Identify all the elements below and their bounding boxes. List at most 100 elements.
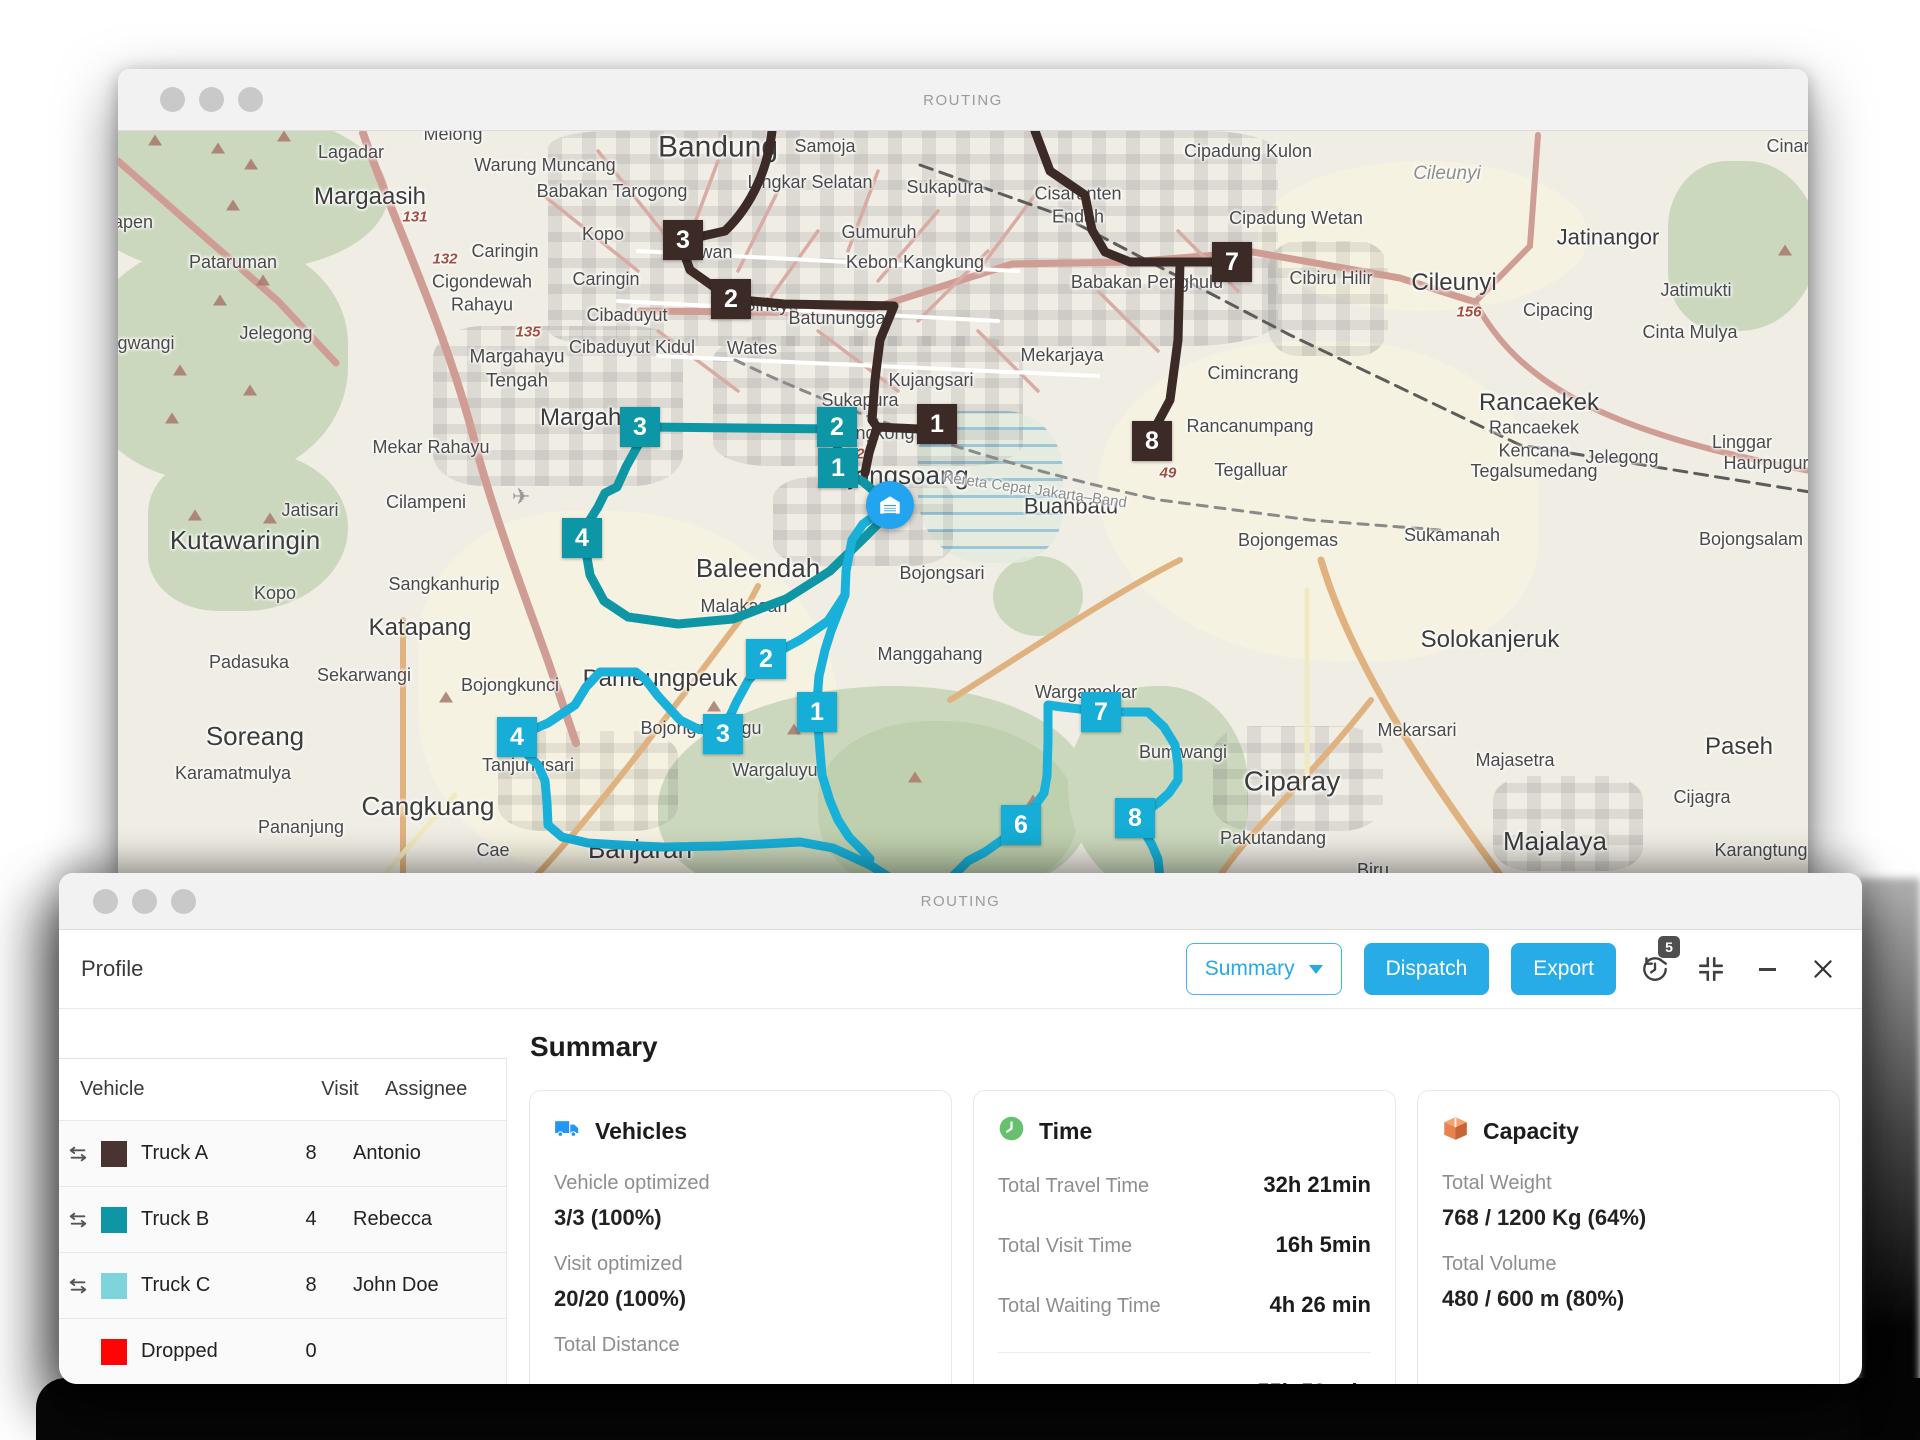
routing-panel-window: ROUTING Profile Summary Dispatch Export … — [59, 873, 1862, 1384]
visit-marker-C-7[interactable]: 7 — [1081, 692, 1121, 732]
visit-marker-B-2[interactable]: 2 — [817, 407, 857, 447]
traffic-light-close[interactable] — [160, 87, 185, 112]
vehicle-color-swatch — [101, 1338, 127, 1365]
export-button[interactable]: Export — [1511, 943, 1616, 995]
peak-icon — [243, 384, 257, 396]
peak-icon — [226, 199, 240, 211]
summary-select-value: Summary — [1204, 957, 1295, 980]
map-window: ROUTING Bandung Margaasih Margahayu Kutawar… — [118, 69, 1808, 879]
vehicle-color-swatch — [101, 1272, 127, 1299]
depot-marker[interactable] — [866, 481, 914, 529]
visit-count: 4 — [305, 1208, 317, 1230]
history-button[interactable]: 5 — [1638, 936, 1680, 986]
column-header-vehicle: Vehicle — [80, 1078, 145, 1100]
close-button[interactable] — [1806, 952, 1840, 986]
peak-icon — [439, 691, 453, 703]
peak-icon — [188, 509, 202, 521]
visit-marker-C-6[interactable]: 6 — [1001, 805, 1041, 845]
base-road — [733, 358, 1442, 532]
base-road — [947, 557, 1183, 703]
traffic-light-zoom[interactable] — [238, 87, 263, 112]
urban-area — [1213, 726, 1383, 831]
traffic-light-zoom[interactable] — [171, 889, 196, 914]
collapse-button[interactable] — [1694, 952, 1728, 986]
minimize-button[interactable] — [1750, 952, 1784, 986]
traffic-light-minimize[interactable] — [199, 87, 224, 112]
traffic-light-close[interactable] — [93, 889, 118, 914]
urban-area — [1493, 776, 1643, 871]
visit-marker-B-3[interactable]: 3 — [620, 407, 660, 447]
card-row: Total Distance — [554, 1334, 680, 1356]
base-road — [536, 149, 1240, 393]
visit-marker-A-2[interactable]: 2 — [711, 279, 751, 319]
card-row: Total Volume 480 / 600 m (80%) — [1442, 1253, 1625, 1311]
visit-marker-C-4[interactable]: 4 — [497, 717, 537, 757]
swap-vehicle-icon[interactable] — [67, 1143, 101, 1165]
visit-count: 8 — [305, 1274, 317, 1296]
card-row: Visit optimized 20/20 (100%) — [554, 1253, 687, 1311]
card-title: Vehicles — [595, 1118, 688, 1144]
map-canvas[interactable]: Bandung Margaasih Margahayu Kutawaringin Kat… — [118, 131, 1808, 879]
vehicle-color-swatch — [101, 1140, 127, 1167]
collapse-icon — [1699, 957, 1723, 981]
base-road — [118, 157, 340, 367]
table-row-truck-a[interactable]: Truck A 8 Antonio — [59, 1120, 506, 1186]
assignee-name: Rebecca — [353, 1208, 432, 1230]
traffic-light-minimize[interactable] — [132, 889, 157, 914]
visit-count: 0 — [305, 1340, 317, 1362]
visit-marker-A-7[interactable]: 7 — [1212, 242, 1252, 282]
peak-icon — [165, 412, 179, 424]
card-title: Capacity — [1483, 1118, 1579, 1144]
column-header-visit: Visit — [321, 1078, 359, 1100]
assignee-name: Antonio — [353, 1142, 421, 1164]
peak-icon — [256, 274, 270, 286]
green-area — [118, 241, 348, 481]
base-road — [1215, 697, 1374, 879]
summary-card-capacity: Capacity Total Weight 768 / 1200 Kg (64%) T… — [1417, 1090, 1840, 1384]
card-title: Time — [1039, 1118, 1093, 1144]
summary-cards: Vehicles Vehicle optimized 3/3 (100%) Visit… — [529, 1090, 1840, 1384]
swap-vehicle-icon[interactable] — [67, 1209, 101, 1231]
dispatch-button[interactable]: Dispatch — [1363, 943, 1490, 995]
vehicle-name: Truck C — [141, 1274, 211, 1296]
card-row: Vehicle optimized 3/3 (100%) — [554, 1172, 710, 1230]
base-road — [918, 163, 1808, 494]
peak-icon — [244, 158, 258, 170]
swap-vehicle-icon[interactable] — [67, 1275, 101, 1297]
base-road — [1317, 556, 1507, 879]
peak-icon — [213, 294, 227, 306]
panel-title: ROUTING — [920, 893, 1001, 910]
table-row-truck-c[interactable]: Truck C 8 John Doe — [59, 1252, 506, 1318]
history-badge: 5 — [1658, 936, 1680, 958]
map-window-title: ROUTING — [923, 92, 1003, 109]
clock-icon — [998, 1115, 1025, 1148]
visit-marker-B-1[interactable]: 1 — [818, 448, 858, 488]
visit-marker-A-3[interactable]: 3 — [663, 220, 703, 260]
table-row-truck-b[interactable]: Truck B 4 Rebecca — [59, 1186, 506, 1252]
close-icon — [1814, 960, 1832, 978]
visit-marker-A-1[interactable]: 1 — [917, 404, 957, 444]
summary-card-vehicles: Vehicles Vehicle optimized 3/3 (100%) Visit… — [529, 1090, 952, 1384]
green-area — [148, 451, 348, 611]
vehicle-name: Truck A — [141, 1142, 209, 1164]
assignee-name: John Doe — [353, 1274, 439, 1296]
visit-marker-C-2[interactable]: 2 — [746, 639, 786, 679]
table-row-dropped[interactable]: Dropped 0 — [59, 1318, 506, 1384]
card-divider — [998, 1352, 1371, 1353]
truck-icon — [554, 1115, 581, 1148]
map-window-titlebar: ROUTING — [118, 69, 1808, 131]
peak-icon — [211, 142, 225, 154]
summary-view-select[interactable]: Summary — [1185, 943, 1342, 995]
panel-right-shadow — [1858, 878, 1920, 1440]
visit-marker-C-1[interactable]: 1 — [797, 692, 837, 732]
visit-marker-B-4[interactable]: 4 — [562, 518, 602, 558]
visit-marker-A-8[interactable]: 8 — [1132, 421, 1172, 461]
peak-icon — [277, 131, 291, 142]
visit-marker-C-8[interactable]: 8 — [1115, 798, 1155, 838]
panel-header: Profile Summary Dispatch Export 5 — [59, 930, 1862, 1009]
card-row: Total Waiting Time 4h 26 min — [998, 1292, 1371, 1317]
base-road — [530, 583, 761, 879]
visit-marker-C-3[interactable]: 3 — [703, 714, 743, 754]
history-clock-icon — [1643, 957, 1667, 981]
